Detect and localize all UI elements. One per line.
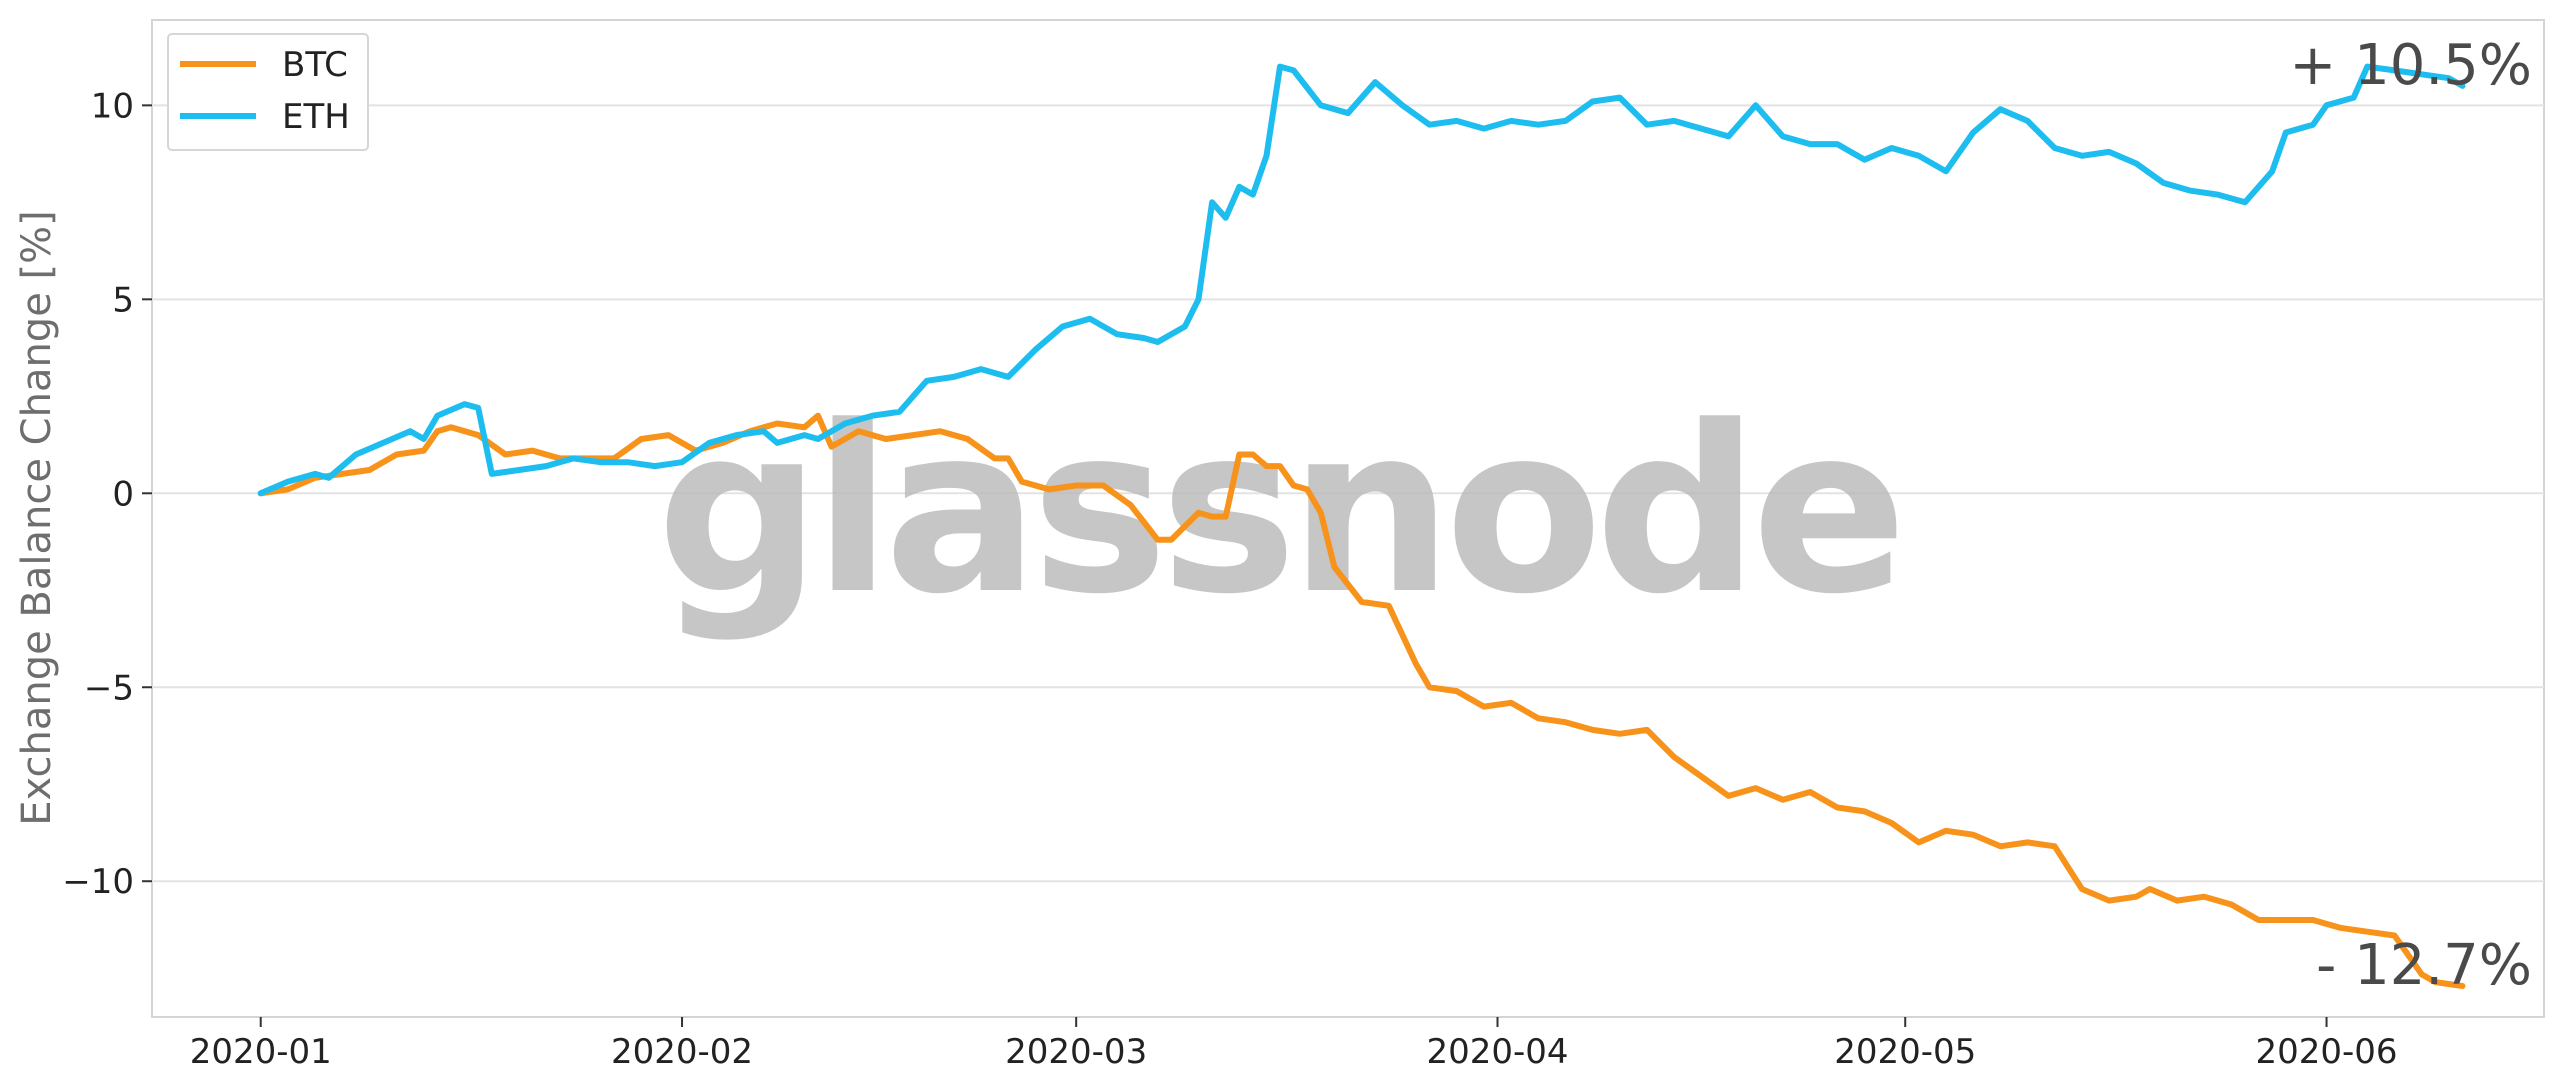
x-tick-label: 2020-01 bbox=[190, 1032, 332, 1072]
end-value-annotations: + 10.5% - 12.7% bbox=[2289, 33, 2532, 998]
annotation-btc: - 12.7% bbox=[2316, 933, 2532, 998]
y-tick-label: −10 bbox=[62, 862, 134, 902]
x-tick-label: 2020-06 bbox=[2256, 1032, 2398, 1072]
y-axis-title: Exchange Balance Change [%] bbox=[14, 210, 60, 826]
x-tick-label: 2020-03 bbox=[1005, 1032, 1147, 1072]
plot-frame bbox=[151, 19, 2545, 1018]
y-tick-label: 10 bbox=[91, 86, 134, 126]
series-line-eth bbox=[257, 63, 2466, 497]
legend-label-eth: ETH bbox=[282, 97, 350, 137]
y-tick-label: 0 bbox=[112, 474, 134, 514]
x-axis: 2020-01 2020-02 2020-03 2020-04 2020-05 2020-… bbox=[190, 1017, 2398, 1072]
legend: BTC ETH bbox=[167, 33, 369, 151]
y-axis: 10 5 0 −5 −10 bbox=[62, 86, 152, 902]
series-lines bbox=[257, 63, 2466, 989]
x-tick-label: 2020-05 bbox=[1834, 1032, 1976, 1072]
legend-label-btc: BTC bbox=[282, 45, 348, 85]
watermark-logo: glassnode bbox=[657, 378, 1900, 645]
x-tick-label: 2020-02 bbox=[611, 1032, 753, 1072]
x-tick-label: 2020-04 bbox=[1426, 1032, 1568, 1072]
y-tick-label: 5 bbox=[112, 280, 134, 320]
y-tick-label: −5 bbox=[84, 668, 134, 708]
grid-lines bbox=[152, 104, 2544, 883]
annotation-eth: + 10.5% bbox=[2289, 33, 2532, 98]
series-line-btc bbox=[257, 412, 2466, 989]
